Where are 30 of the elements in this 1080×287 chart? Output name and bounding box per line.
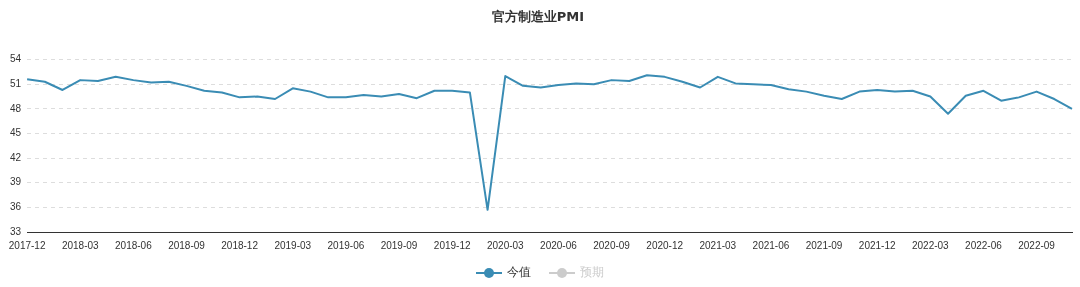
x-tick-label: 2018-09 xyxy=(168,239,206,251)
x-tick-label: 2020-03 xyxy=(486,239,525,251)
y-tick-label: 36 xyxy=(10,201,22,213)
x-tick-label: 2022-06 xyxy=(965,239,1003,251)
x-tick-label: 2018-12 xyxy=(221,239,259,251)
y-tick-label: 51 xyxy=(10,77,22,89)
x-tick-label: 2019-12 xyxy=(433,239,471,251)
x-tick-label: 2020-12 xyxy=(646,239,684,251)
y-tick-label: 42 xyxy=(10,151,22,163)
y-tick-label: 33 xyxy=(10,225,22,237)
x-tick-label: 2019-03 xyxy=(274,239,312,251)
legend-label: 今值 xyxy=(507,264,531,281)
x-tick-label: 2019-06 xyxy=(327,239,365,251)
x-tick-label: 2021-09 xyxy=(805,239,843,251)
y-tick-label: 45 xyxy=(10,127,22,139)
x-tick-label: 2017-12 xyxy=(8,239,46,251)
x-tick-label: 2018-03 xyxy=(61,239,100,251)
chart-title: 官方制造业PMI xyxy=(491,9,585,25)
x-tick-label: 2021-12 xyxy=(858,239,896,251)
y-tick-label: 48 xyxy=(10,102,22,114)
x-tick-label: 2020-09 xyxy=(593,239,631,251)
x-tick-label: 2019-09 xyxy=(380,239,418,251)
x-tick-label: 2018-06 xyxy=(115,239,153,251)
x-tick-label: 2022-09 xyxy=(1018,239,1056,251)
x-tick-label: 2021-03 xyxy=(699,239,737,251)
x-tick-label: 2021-06 xyxy=(752,239,790,251)
x-tick-label: 2022-03 xyxy=(911,239,950,251)
y-tick-label: 39 xyxy=(10,176,22,188)
y-tick-label: 54 xyxy=(10,53,22,65)
x-tick-label: 2020-06 xyxy=(540,239,578,251)
